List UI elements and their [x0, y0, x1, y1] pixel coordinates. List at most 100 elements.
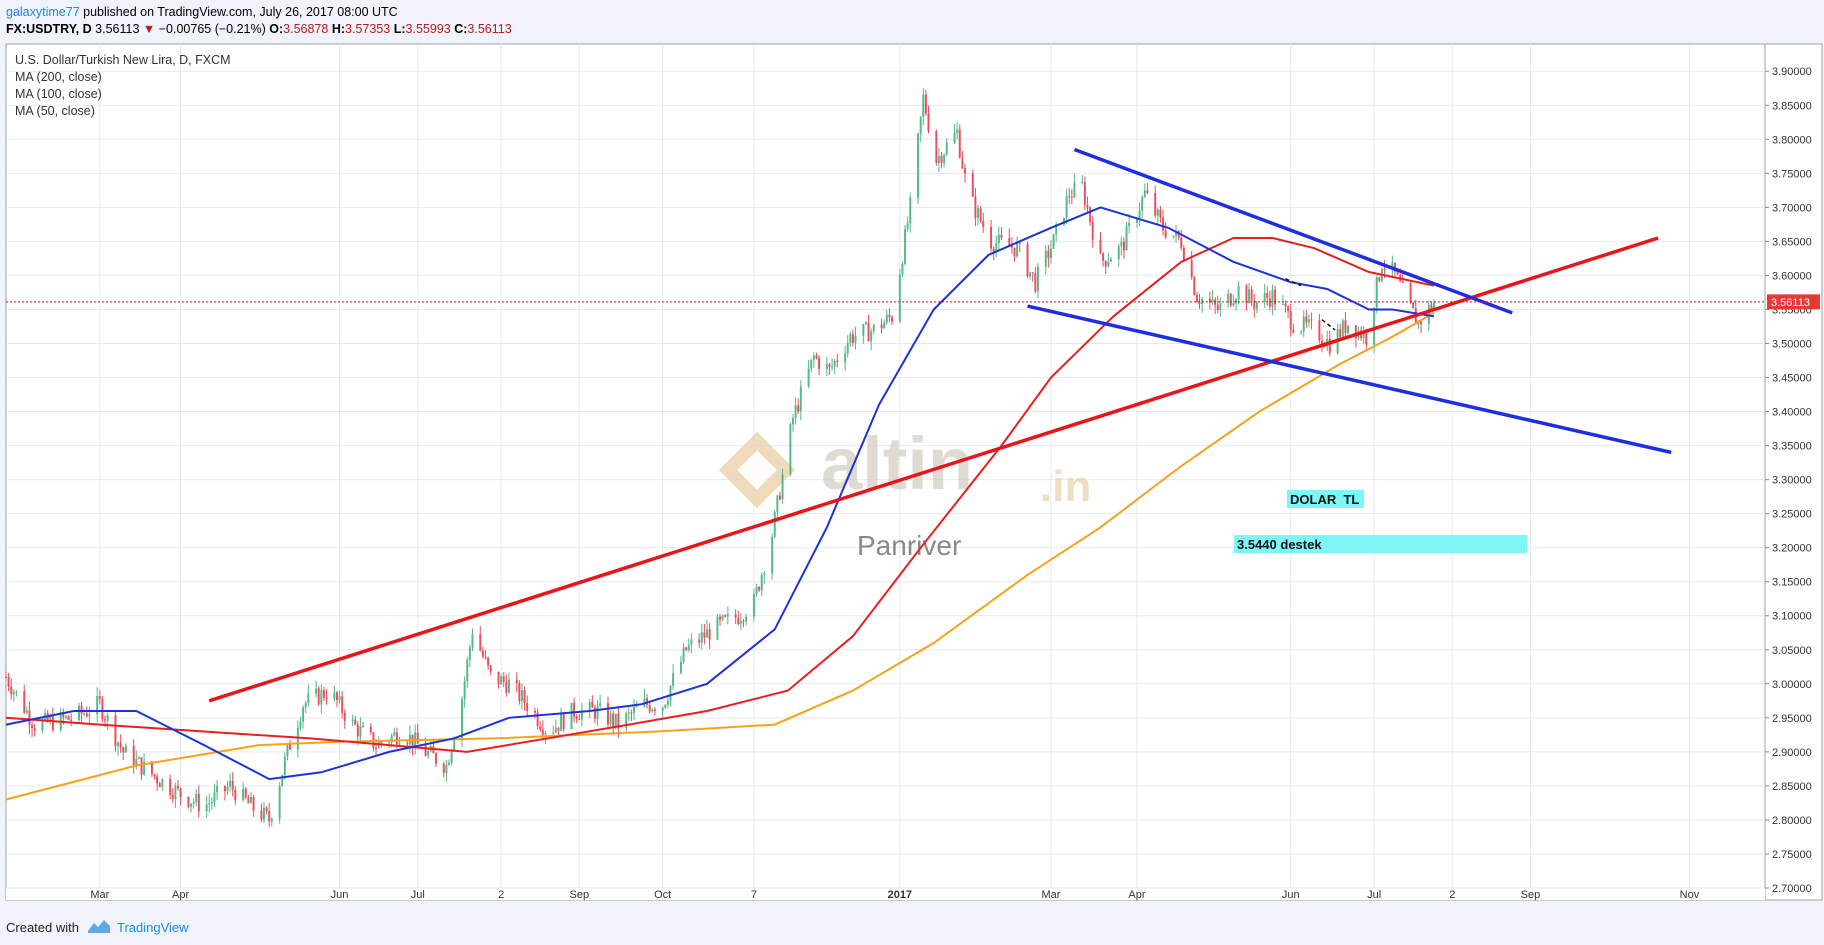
candle-body	[1250, 289, 1253, 301]
candle-body	[552, 732, 555, 734]
price-tick-label: 2.70000	[1772, 883, 1812, 895]
candle-body	[132, 745, 135, 768]
candle-body	[745, 616, 748, 622]
candle-body	[393, 732, 396, 736]
price-tick-label: 3.60000	[1772, 270, 1812, 282]
candle-body	[755, 587, 758, 594]
candle-body	[1104, 260, 1107, 267]
candle-body	[484, 656, 487, 658]
candle-body	[416, 732, 419, 744]
down-arrow-icon: ▼	[142, 22, 156, 36]
price-axis[interactable]	[1764, 43, 1823, 901]
price-tick-label: 2.80000	[1772, 815, 1812, 827]
candle-body	[1393, 262, 1396, 272]
candle-body	[630, 712, 633, 714]
candle-body	[651, 709, 654, 712]
candle-body	[1117, 246, 1120, 260]
candle-body	[1198, 302, 1201, 304]
candle-body	[1412, 302, 1415, 309]
legend-instrument: U.S. Dollar/Turkish New Lira, D, FXCM	[15, 53, 231, 67]
annotation-support[interactable]: 3.5440 destek	[1234, 535, 1527, 553]
candle-body	[398, 742, 401, 745]
price-tick-label: 3.35000	[1772, 441, 1812, 453]
open-label: O:	[269, 22, 284, 36]
legend-ma50[interactable]: MA (50, close)	[15, 104, 95, 118]
close-value: 3.56113	[467, 22, 512, 36]
footer-brand-link[interactable]: TradingView	[117, 920, 189, 935]
candle-body	[28, 710, 31, 726]
candle-body	[161, 779, 164, 788]
drawings	[208, 147, 1672, 703]
candle-body	[234, 789, 237, 801]
candle-body	[825, 364, 828, 369]
candle-body	[1193, 277, 1196, 295]
candle-body	[1031, 272, 1034, 274]
candle-body	[1125, 226, 1128, 251]
price-tick-label: 3.45000	[1772, 373, 1812, 385]
candle-body	[171, 795, 174, 800]
published-text: published on TradingView.com, July 26, 2…	[83, 5, 398, 19]
price-chart[interactable]: altin .in Panriver 2.700002.750002.80000…	[0, 42, 1824, 907]
candle-body	[781, 474, 784, 500]
candle-body	[648, 704, 651, 712]
candle-body	[870, 331, 873, 342]
tradingview-logo-icon[interactable]	[86, 917, 112, 938]
price-tick-label: 3.20000	[1772, 543, 1812, 555]
candle-body	[1070, 196, 1073, 198]
candle-body	[1284, 303, 1287, 307]
candle-body	[1318, 320, 1321, 341]
candle-body	[708, 629, 711, 640]
candle-body	[1154, 193, 1157, 216]
candle-body	[593, 707, 596, 719]
candle-body	[1086, 204, 1089, 208]
candle-body	[88, 714, 91, 717]
candle-body	[734, 614, 737, 618]
candle-body	[1383, 268, 1386, 270]
candle-body	[596, 705, 599, 719]
candle-body	[862, 324, 865, 336]
candle-body	[1274, 289, 1277, 305]
candle-body	[388, 742, 391, 744]
candle-body	[25, 710, 28, 713]
candle-body	[776, 495, 779, 512]
candle-body	[1232, 303, 1235, 306]
watermark-sub: Panriver	[857, 530, 961, 561]
ma-line-1	[5, 237, 1435, 753]
candle-body	[338, 696, 341, 701]
author-link[interactable]: galaxytime77	[6, 5, 80, 19]
candle-body	[557, 727, 560, 731]
candle-body	[169, 779, 172, 796]
candle-body	[922, 94, 925, 117]
candle-body	[395, 732, 398, 745]
candle-body	[195, 793, 198, 803]
annotation-dolar-tl[interactable]: DOLAR TL	[1287, 490, 1364, 508]
candle-body	[990, 227, 993, 249]
candle-body	[606, 703, 609, 725]
candle-body	[1016, 242, 1019, 257]
candle-body	[1305, 316, 1308, 323]
time-axis[interactable]	[6, 888, 1765, 900]
candle-body	[716, 616, 719, 640]
chart-container[interactable]: altin .in Panriver 2.70000 2.75000 2.80000…	[0, 42, 1824, 912]
symbol-label: FX:USDTRY, D	[6, 22, 92, 36]
candle-body	[1102, 253, 1105, 261]
candle-body	[213, 792, 216, 802]
candle-body	[614, 713, 617, 727]
candle-body	[249, 796, 252, 804]
candle-body	[1164, 230, 1167, 238]
candle-body	[807, 368, 810, 387]
time-tick-label: Apr	[172, 889, 189, 901]
legend-ma200[interactable]: MA (200, close)	[15, 70, 102, 84]
candle-body	[124, 745, 127, 753]
candle-body	[609, 713, 612, 725]
candle-body	[573, 702, 576, 717]
candle-body	[23, 691, 26, 713]
candle-body	[1287, 306, 1290, 312]
candle-body	[263, 807, 265, 820]
candle-body	[1055, 224, 1058, 235]
candle-body	[719, 616, 722, 620]
candle-body	[580, 709, 583, 720]
ma-line-2	[5, 206, 1435, 781]
legend-ma100[interactable]: MA (100, close)	[15, 87, 102, 101]
candle-body	[500, 676, 503, 685]
